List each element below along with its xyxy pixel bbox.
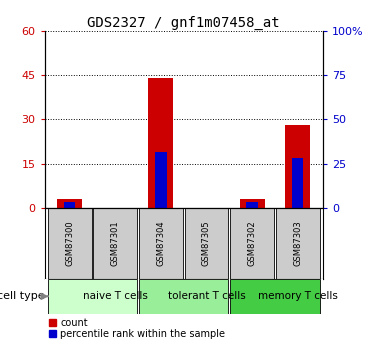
Text: naive T cells: naive T cells <box>83 291 148 301</box>
Text: tolerant T cells: tolerant T cells <box>168 291 245 301</box>
Bar <box>139 279 228 314</box>
Text: cell type: cell type <box>0 291 45 301</box>
Bar <box>230 279 319 314</box>
Bar <box>57 199 82 208</box>
Text: GSM87304: GSM87304 <box>156 220 165 266</box>
Text: GSM87300: GSM87300 <box>65 220 74 266</box>
Bar <box>148 78 173 208</box>
Text: memory T cells: memory T cells <box>258 291 338 301</box>
Bar <box>48 208 92 279</box>
Legend: count, percentile rank within the sample: count, percentile rank within the sample <box>49 317 225 339</box>
Text: GSM87303: GSM87303 <box>293 220 302 266</box>
Bar <box>64 202 75 208</box>
Bar <box>240 199 265 208</box>
Bar <box>285 125 310 208</box>
Text: GSM87305: GSM87305 <box>202 220 211 266</box>
Bar <box>292 158 303 208</box>
Bar <box>184 208 228 279</box>
Bar <box>93 208 137 279</box>
Bar <box>246 202 258 208</box>
Text: GSM87301: GSM87301 <box>111 220 120 266</box>
Bar <box>155 152 167 208</box>
Text: GSM87302: GSM87302 <box>247 220 257 266</box>
Bar <box>48 279 137 314</box>
Title: GDS2327 / gnf1m07458_at: GDS2327 / gnf1m07458_at <box>87 16 280 30</box>
Bar <box>230 208 274 279</box>
Bar <box>276 208 319 279</box>
Bar <box>139 208 183 279</box>
